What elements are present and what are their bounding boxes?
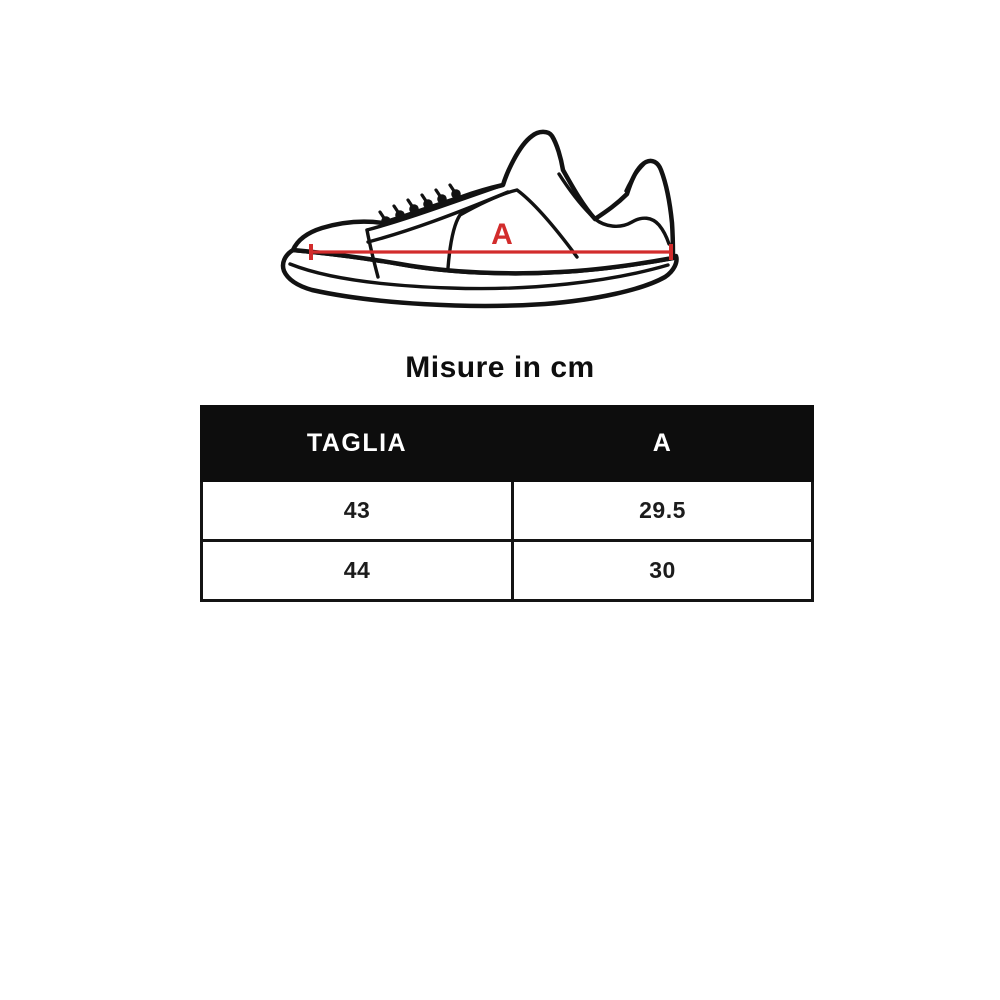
cell-measure-44: 30 — [511, 539, 814, 602]
measurement-label-a: A — [491, 218, 513, 251]
quarter-panel-seam — [446, 188, 579, 270]
cell-size-44: 44 — [200, 539, 514, 602]
table-row: 44 30 — [200, 539, 814, 602]
header-cell-taglia: TAGLIA — [200, 405, 514, 482]
shoe-diagram: A — [280, 128, 700, 320]
heel-tab-seam — [624, 162, 646, 193]
vamp-seam — [365, 228, 380, 279]
size-table-header-row: TAGLIA A — [200, 405, 814, 482]
heel-counter-line — [593, 216, 671, 246]
eyestay-top-edge — [365, 183, 505, 232]
cell-measure-43: 29.5 — [511, 479, 814, 542]
sneaker-line-art-icon: A — [280, 129, 679, 309]
cell-size-43: 43 — [200, 479, 514, 542]
lace-eyelets — [378, 183, 461, 226]
header-cell-a: A — [511, 405, 814, 482]
collar-inner-line — [557, 172, 592, 216]
size-table: TAGLIA A 43 29.5 44 30 — [200, 405, 814, 602]
table-row: 43 29.5 — [200, 479, 814, 542]
midsole-seam — [288, 262, 670, 291]
page-title: Misure in cm — [405, 351, 595, 384]
measurement-a: A — [309, 218, 673, 260]
